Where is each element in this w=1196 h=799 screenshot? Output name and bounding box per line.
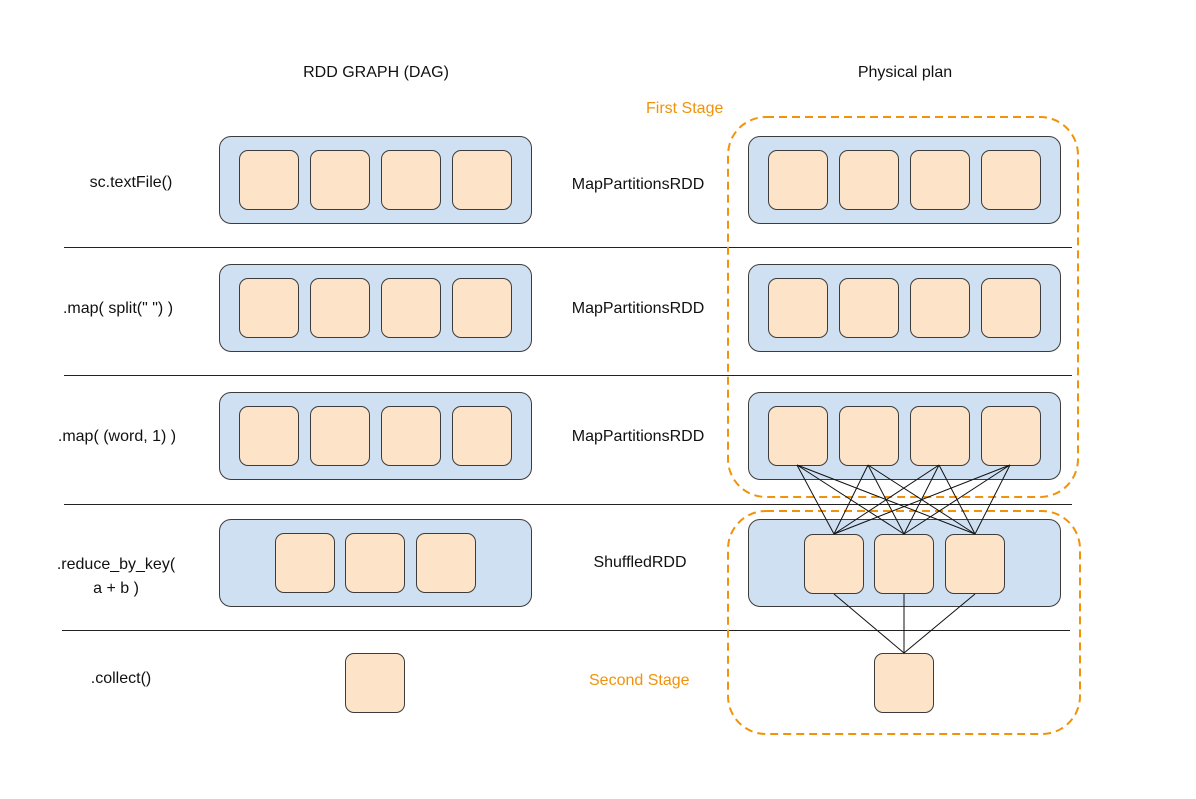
partition-block bbox=[768, 278, 828, 338]
shuffle-edges bbox=[796, 464, 1011, 535]
partition-block bbox=[910, 406, 970, 466]
partition-block bbox=[981, 406, 1041, 466]
partition-block bbox=[239, 406, 299, 466]
partition-block bbox=[839, 150, 899, 210]
operation-reduce-by-key-line1: .reduce_by_key( bbox=[56, 556, 176, 573]
operation-reduce-by-key-line2: a + b ) bbox=[93, 580, 139, 597]
partition-block bbox=[275, 533, 335, 593]
partition-block bbox=[910, 150, 970, 210]
partition-block bbox=[381, 278, 441, 338]
second-stage-boundary bbox=[727, 510, 1081, 735]
collect-edges bbox=[833, 593, 976, 654]
collect-result-block bbox=[345, 653, 405, 713]
partition-block bbox=[874, 534, 934, 594]
partition-block bbox=[452, 406, 512, 466]
partition-block bbox=[768, 150, 828, 210]
second-stage-label: Second Stage bbox=[589, 672, 690, 689]
partition-block bbox=[310, 150, 370, 210]
row-divider bbox=[62, 630, 1070, 631]
rdd-type-map-word: MapPartitionsRDD bbox=[571, 428, 705, 445]
row-divider bbox=[64, 504, 1072, 505]
partition-block bbox=[381, 406, 441, 466]
row-divider bbox=[64, 375, 1072, 376]
partition-block bbox=[804, 534, 864, 594]
partition-block bbox=[981, 278, 1041, 338]
partition-block bbox=[839, 406, 899, 466]
partition-block bbox=[981, 150, 1041, 210]
partition-block bbox=[345, 533, 405, 593]
operation-textfile: sc.textFile() bbox=[89, 174, 173, 191]
partition-block bbox=[310, 406, 370, 466]
rdd-type-map-split: MapPartitionsRDD bbox=[571, 300, 705, 317]
operation-map-word: .map( (word, 1) ) bbox=[57, 428, 177, 445]
partition-block bbox=[310, 278, 370, 338]
physical-collect-result-block bbox=[874, 653, 934, 713]
row-divider bbox=[64, 247, 1072, 248]
partition-block bbox=[910, 278, 970, 338]
operation-collect: .collect() bbox=[90, 670, 152, 687]
rdd-type-reduce: ShuffledRDD bbox=[593, 554, 687, 571]
physical-plan-header: Physical plan bbox=[857, 64, 953, 81]
partition-block bbox=[945, 534, 1005, 594]
partition-block bbox=[416, 533, 476, 593]
partition-block bbox=[239, 150, 299, 210]
partition-block bbox=[452, 278, 512, 338]
partition-block bbox=[452, 150, 512, 210]
partition-block bbox=[768, 406, 828, 466]
rdd-graph-header: RDD GRAPH (DAG) bbox=[303, 64, 449, 81]
first-stage-label: First Stage bbox=[646, 100, 724, 117]
partition-block bbox=[381, 150, 441, 210]
rdd-type-textfile: MapPartitionsRDD bbox=[571, 176, 705, 193]
partition-block bbox=[839, 278, 899, 338]
operation-map-split: .map( split(" ") ) bbox=[62, 300, 174, 317]
partition-block bbox=[239, 278, 299, 338]
first-stage-boundary bbox=[727, 116, 1079, 498]
